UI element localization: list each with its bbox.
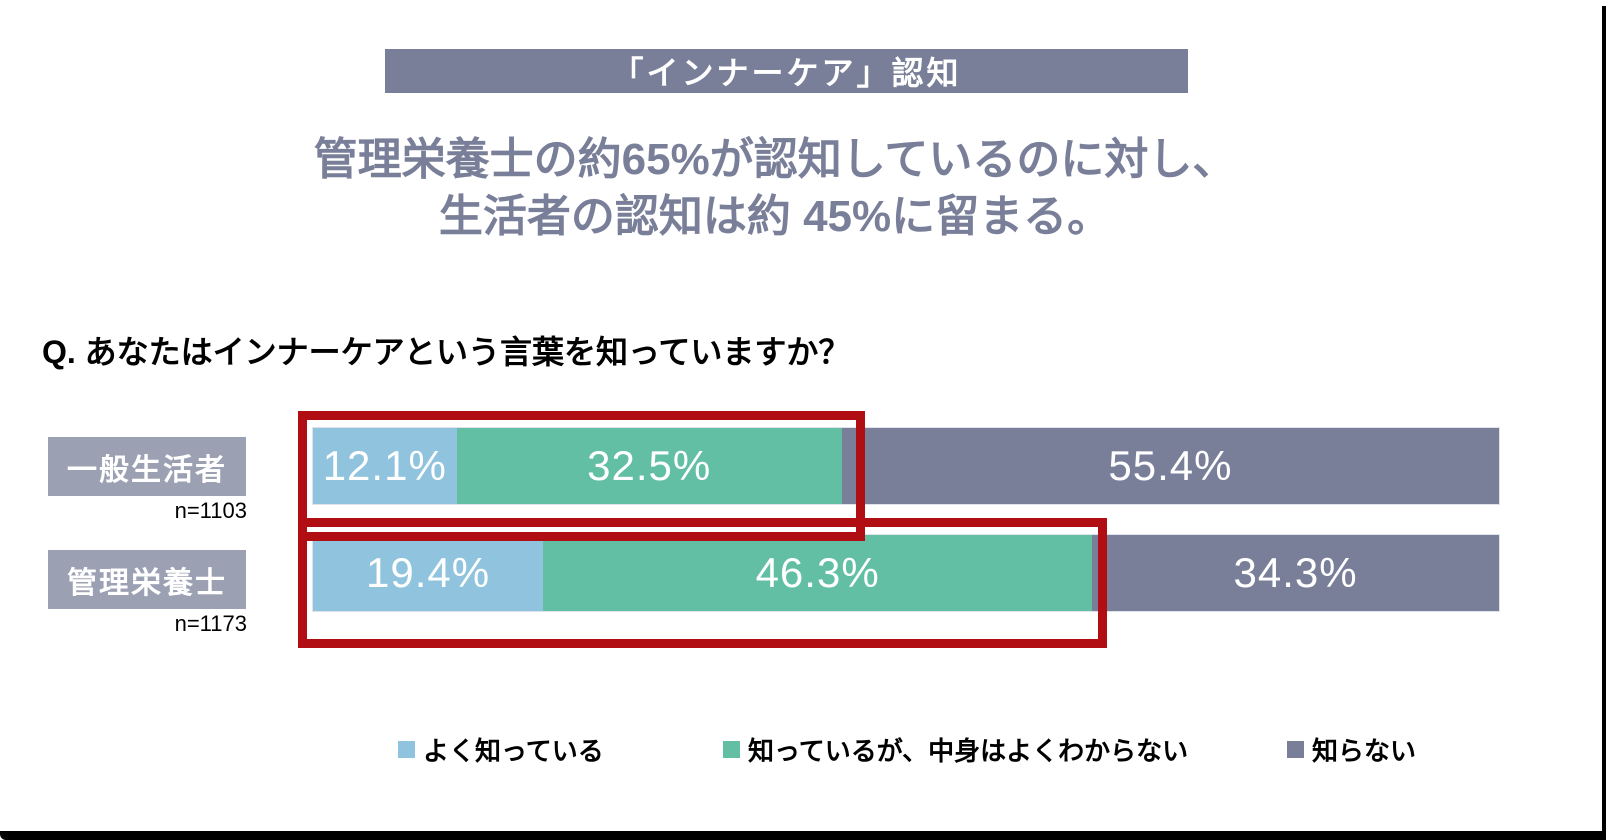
legend-swatch-know-well (398, 741, 415, 758)
legend-label-know-well: よく知っている (423, 736, 604, 766)
sample-size-consumer: n=1103 (174, 498, 247, 523)
highlight-box-consumer (298, 411, 865, 541)
headline-line-1: 管理栄養士の約65%が認知しているのに対し、 (313, 135, 1237, 184)
bar-consumer: 12.1% 32.5% 55.4% (312, 427, 1500, 505)
bar-consumer-segment-know-well: 12.1% (313, 428, 457, 504)
bar-dietitian-segment-dont-know: 34.3% (1092, 535, 1499, 611)
bar-consumer-segment-dont-know: 55.4% (841, 428, 1499, 504)
value-label: 32.5% (587, 442, 712, 489)
bar-dietitian: 19.4% 46.3% 34.3% (312, 534, 1500, 612)
legend-swatch-dont-know (1287, 741, 1304, 758)
legend-item-know-well: よく知っている (398, 731, 604, 768)
category-label-dietitian: 管理栄養士 (48, 550, 246, 609)
category-label-consumer: 一般生活者 (48, 437, 246, 496)
sample-size-dietitian: n=1173 (174, 611, 247, 636)
value-label: 19.4% (365, 549, 491, 596)
survey-question: Q. あなたはインナーケアという言葉を知っていますか？ (42, 334, 851, 370)
image-border-right (1602, 6, 1606, 840)
legend-item-know-vaguely: 知っているが、中身はよくわからない (723, 731, 1188, 768)
headline: 管理栄養士の約65%が認知しているのに対し、 生活者の認知は約 45%に留まる。 (80, 131, 1470, 245)
bar-consumer-segment-know-vaguely: 32.5% (456, 428, 842, 504)
highlight-box-dietitian (298, 518, 1107, 648)
legend-item-dont-know: 知らない (1287, 731, 1416, 768)
headline-line-2: 生活者の認知は約 45%に留まる。 (438, 192, 1112, 241)
legend-label-dont-know: 知らない (1312, 736, 1417, 766)
bar-dietitian-segment-know-vaguely: 46.3% (543, 535, 1093, 611)
value-label: 55.4% (1108, 442, 1233, 489)
value-label: 46.3% (755, 549, 880, 596)
legend-swatch-know-vaguely (723, 741, 740, 758)
title-banner: 「インナーケア」認知 (385, 49, 1188, 93)
banner-title: 「インナーケア」認知 (611, 55, 962, 91)
value-label: 34.3% (1233, 549, 1358, 596)
bar-dietitian-segment-know-well: 19.4% (313, 535, 544, 611)
value-label: 12.1% (322, 442, 447, 489)
image-border-bottom (0, 831, 1606, 840)
legend-label-know-vaguely: 知っているが、中身はよくわからない (748, 736, 1189, 766)
